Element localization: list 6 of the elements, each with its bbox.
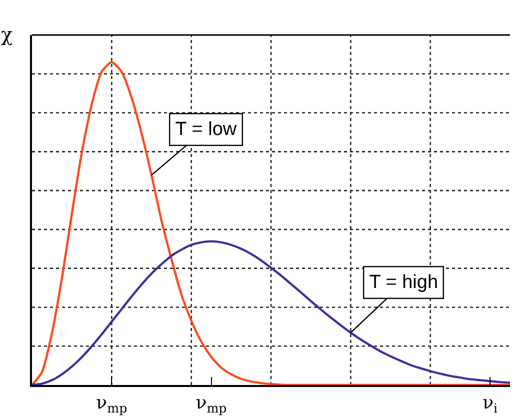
y-axis-title: χ (1, 24, 13, 46)
x-tick-label: ν$_{mp}$ (196, 392, 227, 416)
x-tick-label: ν$_{mp}$ (96, 392, 128, 416)
x-tick-label: ν$_{i}$ (482, 392, 498, 416)
annotation: T = low (175, 119, 237, 140)
annotation: T = high (369, 272, 438, 294)
